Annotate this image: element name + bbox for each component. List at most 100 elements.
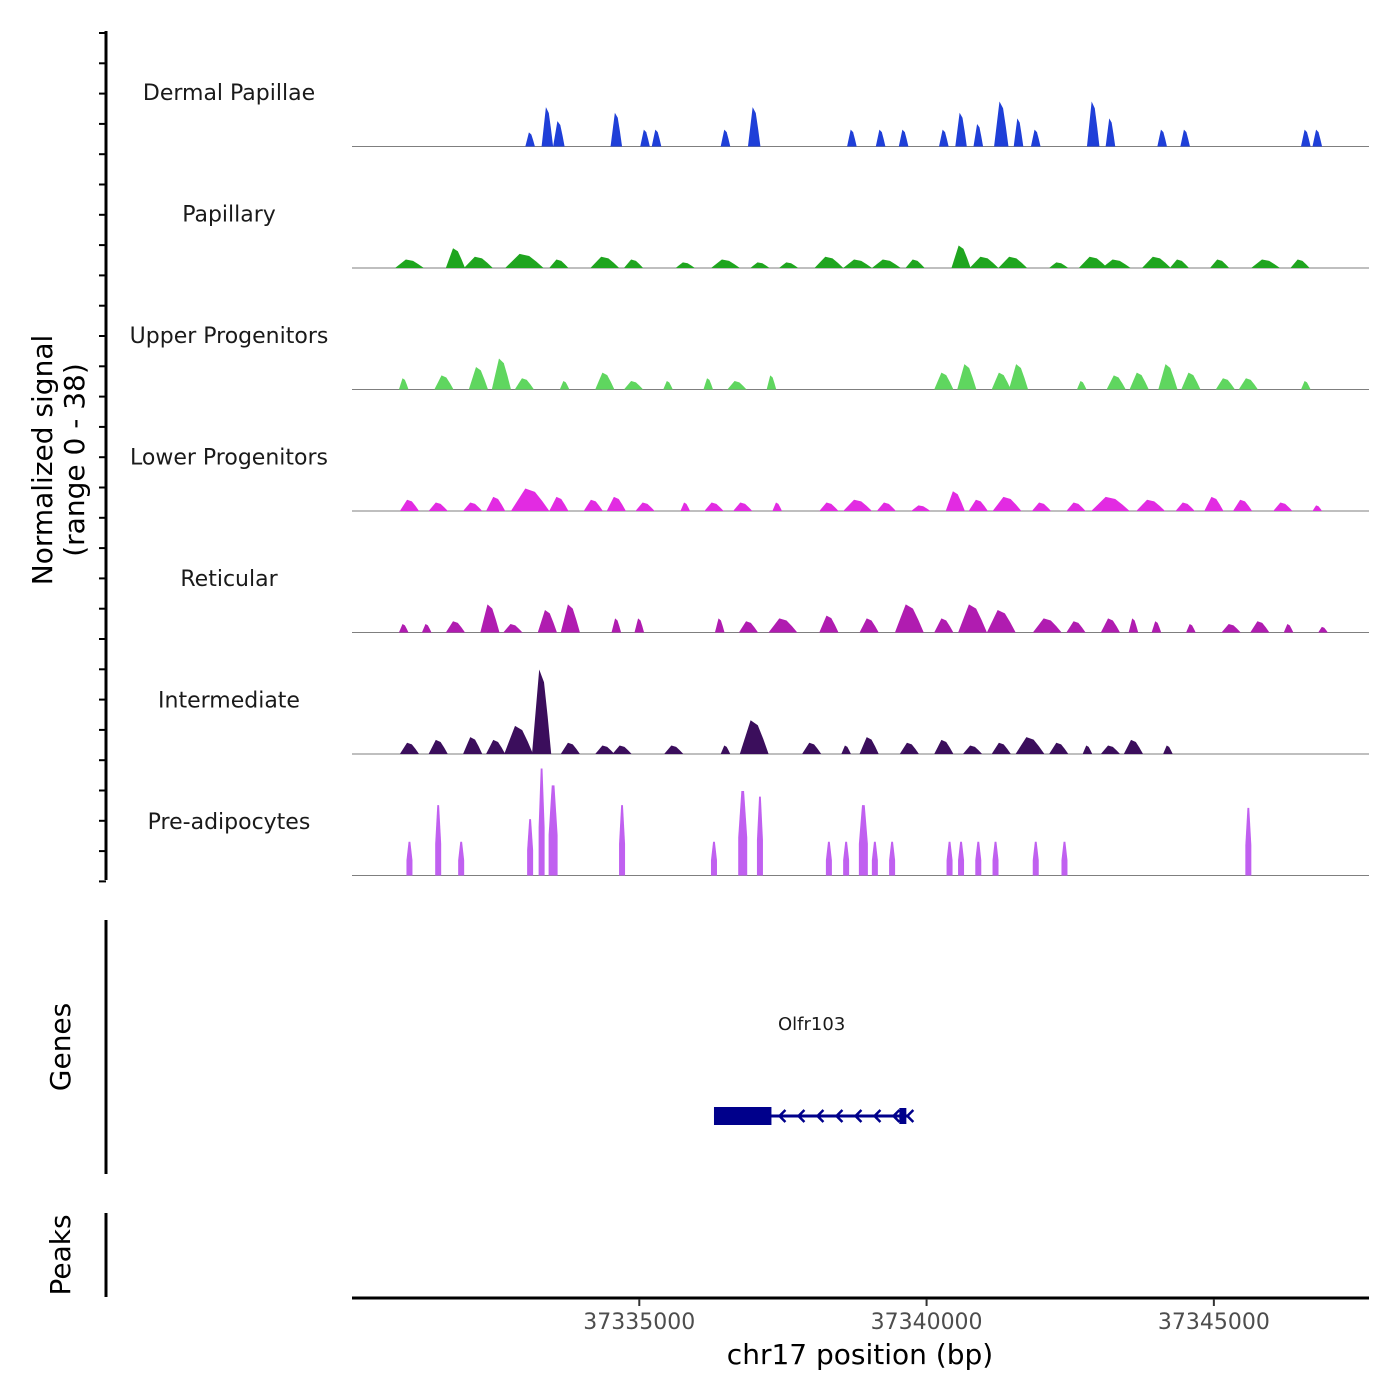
signal-peak (1151, 621, 1162, 633)
signal-peak (871, 259, 901, 268)
signal-peak (1091, 496, 1130, 511)
signal-peak (710, 841, 717, 876)
signal-peak (1232, 499, 1253, 511)
signal-peak (992, 841, 999, 876)
signal-peak (1105, 118, 1116, 147)
signal-peak (1082, 745, 1093, 754)
strand-arrow (777, 1109, 787, 1123)
signal-peak (1312, 505, 1323, 511)
track-label: Lower Progenitors (130, 446, 328, 471)
track-5 (352, 669, 1369, 755)
signal-peak (514, 378, 534, 390)
signal-peak (847, 129, 857, 147)
signal-peak (559, 381, 570, 390)
signal-peak (1066, 502, 1086, 511)
signal-peak (819, 615, 839, 633)
signal-peak (463, 737, 483, 754)
signal-peak (640, 129, 650, 147)
signal-peak (939, 129, 949, 147)
signal-peak (711, 259, 740, 268)
signal-peak (1158, 364, 1178, 390)
coverage-tracks (352, 101, 1369, 876)
signal-peak (434, 375, 454, 390)
signal-peak (527, 819, 534, 876)
signal-peak (843, 841, 850, 876)
signal-peak (703, 378, 714, 390)
track-label: Dermal Papillae (143, 81, 315, 106)
signal-peak (802, 742, 822, 754)
signal-peak (738, 621, 759, 633)
signal-peak (841, 745, 851, 754)
signal-peak (595, 745, 615, 754)
signal-peak (714, 618, 725, 633)
signal-peak (1013, 118, 1024, 147)
signal-peak (1221, 624, 1241, 633)
signal-peak (814, 256, 844, 268)
signal-peak (1031, 502, 1052, 511)
signal-peak (1142, 256, 1171, 268)
signal-peak (894, 604, 924, 633)
signal-peak (486, 496, 506, 511)
track-6 (352, 768, 1369, 876)
signal-peak (991, 372, 1011, 390)
strand-arrow (834, 1109, 844, 1123)
track-label: Reticular (180, 567, 278, 592)
x-axis-title: chr17 position (bp) (727, 1338, 993, 1371)
track-4 (352, 604, 1369, 633)
signal-peak (772, 502, 782, 511)
signal-peak (504, 725, 534, 754)
signal-peak (858, 805, 868, 876)
signal-peak (480, 604, 500, 633)
signal-peak (1300, 381, 1311, 390)
signal-peak (503, 624, 523, 633)
signal-peak (859, 737, 879, 754)
signal-peak (445, 621, 466, 633)
signal-peak (889, 841, 896, 876)
signal-peak (973, 123, 984, 147)
signal-peak (957, 364, 977, 390)
signal-peak (623, 259, 644, 268)
signal-peak (651, 129, 662, 147)
signal-peak (1061, 841, 1068, 876)
signal-peak (1250, 621, 1270, 633)
signal-peak (1318, 626, 1328, 633)
x-tick-label: 37335000 (583, 1310, 695, 1335)
strand-arrow (891, 1109, 901, 1123)
signal-peak (491, 358, 511, 390)
signal-peak (768, 618, 798, 633)
signal-peak (704, 502, 724, 511)
signal-peak (1049, 742, 1069, 754)
gene-annotation: Olfr103 (713, 1014, 915, 1125)
signal-peak (962, 745, 983, 754)
signal-peak (934, 372, 954, 390)
signal-y-axis-ticks (99, 32, 106, 883)
signal-peak (1163, 745, 1173, 754)
signal-peak (994, 101, 1009, 147)
signal-peak (991, 742, 1011, 754)
signal-peak (1128, 618, 1139, 633)
signal-peak (1181, 372, 1201, 390)
signal-peak (395, 259, 424, 268)
signal-peak (610, 112, 623, 147)
signal-peak (1169, 259, 1189, 268)
signal-peak (747, 107, 761, 147)
x-tick-label: 37340000 (871, 1310, 983, 1335)
signal-peak (663, 381, 673, 390)
signal-peak (968, 499, 988, 511)
signal-peak (1180, 129, 1190, 147)
signal-peak (969, 256, 999, 268)
signal-peak (955, 112, 967, 147)
signal-peak (560, 604, 580, 633)
signal-peak (553, 121, 565, 147)
signal-peak (634, 618, 645, 633)
signal-peak (619, 805, 626, 876)
signal-peak (1210, 259, 1230, 268)
track-1 (352, 245, 1369, 269)
signal-peak (992, 496, 1022, 511)
signal-peak (1238, 378, 1258, 390)
signal-peak (1101, 259, 1131, 268)
signal-peak (958, 604, 987, 633)
signal-peak (1076, 381, 1087, 390)
x-tick-label: 37345000 (1158, 1310, 1270, 1335)
peaks-track-title: Peaks (44, 1214, 77, 1295)
